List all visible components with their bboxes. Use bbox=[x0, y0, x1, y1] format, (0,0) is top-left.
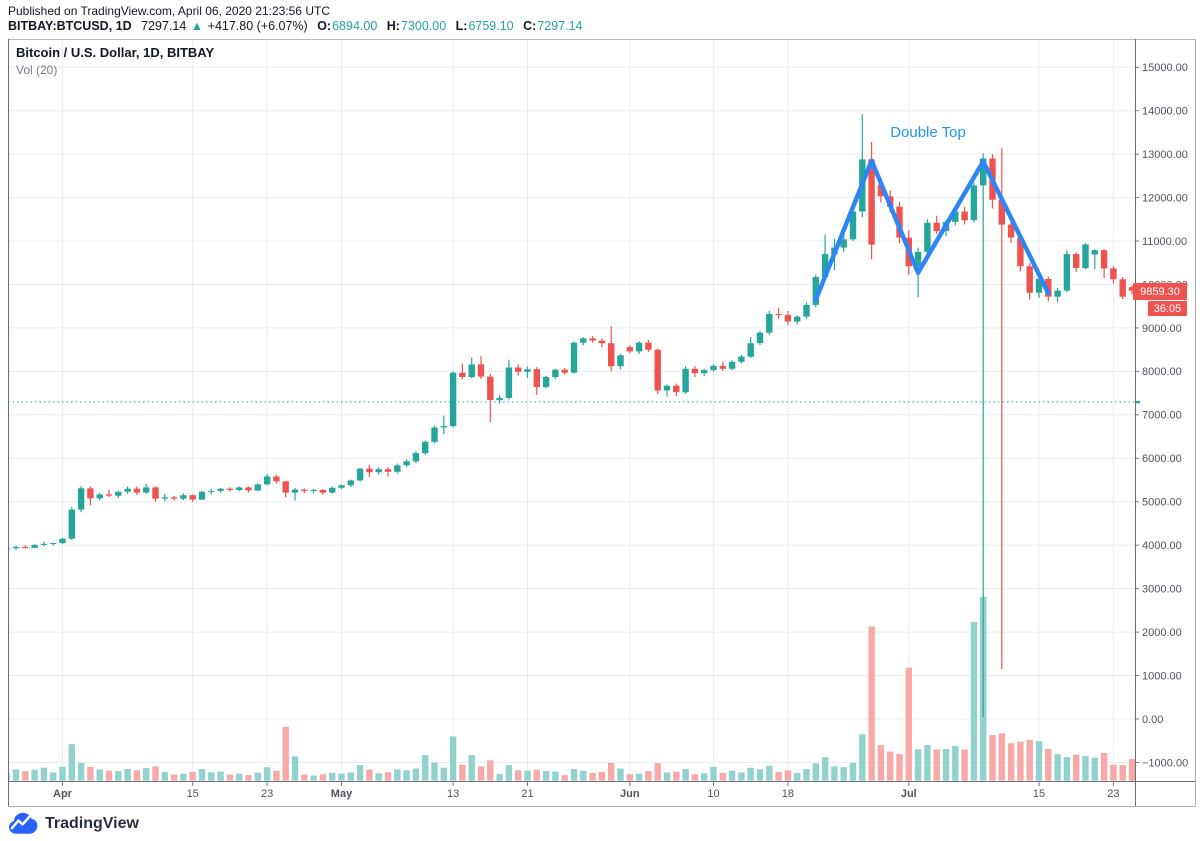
up-arrow-icon: ▲ bbox=[190, 19, 204, 33]
svg-text:10: 10 bbox=[707, 788, 719, 800]
last-price-badge: 9859.30 bbox=[1133, 283, 1187, 300]
svg-text:May: May bbox=[331, 788, 353, 800]
svg-text:21: 21 bbox=[521, 788, 533, 800]
svg-text:−1000.00: −1000.00 bbox=[1142, 757, 1188, 769]
chart-frame bbox=[8, 39, 1196, 807]
svg-text:12000.00: 12000.00 bbox=[1142, 192, 1188, 204]
chart-legend-title: Bitcoin / U.S. Dollar, 1D, BITBAY bbox=[16, 45, 215, 60]
tradingview-logo-text: TradingView bbox=[45, 814, 139, 832]
svg-text:23: 23 bbox=[1107, 788, 1119, 800]
svg-text:15: 15 bbox=[187, 788, 199, 800]
svg-text:0.00: 0.00 bbox=[1142, 714, 1163, 726]
low-label: L: bbox=[455, 19, 468, 33]
svg-text:8000.00: 8000.00 bbox=[1142, 366, 1182, 378]
close-value: 7297.14 bbox=[537, 19, 583, 33]
candles bbox=[8, 114, 1135, 717]
svg-text:13000.00: 13000.00 bbox=[1142, 149, 1188, 161]
svg-text:4000.00: 4000.00 bbox=[1142, 540, 1182, 552]
svg-text:14000.00: 14000.00 bbox=[1142, 106, 1188, 118]
candle-countdown-badge: 36:05 bbox=[1148, 301, 1187, 316]
price-scale[interactable] bbox=[1135, 39, 1196, 781]
svg-text:2000.00: 2000.00 bbox=[1142, 627, 1182, 639]
double-top-annotation[interactable]: Double Top bbox=[890, 124, 966, 141]
svg-text:Jun: Jun bbox=[620, 788, 640, 800]
symbol-ohlc-line: BITBAY:BTCUSD, 1D 7297.14 ▲ +417.80 (+6.… bbox=[8, 19, 583, 33]
price-chart-pane[interactable]: 15000.00 14000.00 13000.00 12000.00 11000.00… bbox=[8, 39, 1196, 807]
volume-indicator-label: Vol (20) bbox=[16, 63, 58, 78]
svg-text:3000.00: 3000.00 bbox=[1142, 583, 1182, 595]
chart-widget: 15000.00 14000.00 13000.00 12000.00 11000.00… bbox=[8, 39, 1196, 807]
last-price: 7297.14 bbox=[141, 19, 187, 33]
svg-text:11000.00: 11000.00 bbox=[1142, 236, 1187, 248]
svg-text:13: 13 bbox=[447, 788, 459, 800]
svg-text:Jul: Jul bbox=[901, 788, 917, 800]
symbol-name: BITBAY:BTCUSD, 1D bbox=[8, 19, 132, 33]
time-scale[interactable] bbox=[8, 781, 1196, 807]
high-label: H: bbox=[386, 19, 400, 33]
change-text: +417.80 (+6.07%) bbox=[207, 19, 308, 33]
svg-text:5000.00: 5000.00 bbox=[1142, 497, 1182, 509]
double-top-pattern-line bbox=[813, 158, 1051, 302]
low-value: 6759.10 bbox=[468, 19, 514, 33]
high-value: 7300.00 bbox=[400, 19, 447, 33]
svg-text:23: 23 bbox=[261, 788, 273, 800]
svg-text:15: 15 bbox=[1033, 788, 1045, 800]
svg-text:6000.00: 6000.00 bbox=[1142, 453, 1182, 465]
svg-text:1000.00: 1000.00 bbox=[1142, 670, 1182, 682]
svg-text:Apr: Apr bbox=[53, 788, 73, 800]
svg-text:9000.00: 9000.00 bbox=[1142, 323, 1182, 335]
volume-bars bbox=[8, 596, 1135, 781]
open-value: 6894.00 bbox=[332, 19, 378, 33]
chart-legend: Bitcoin / U.S. Dollar, 1D, BITBAY Vol (2… bbox=[16, 45, 214, 78]
tradingview-logo-icon bbox=[8, 812, 38, 835]
open-label: O: bbox=[317, 19, 332, 33]
svg-text:18: 18 bbox=[782, 788, 794, 800]
svg-text:7000.00: 7000.00 bbox=[1142, 410, 1182, 422]
published-line: Published on TradingView.com, April 06, … bbox=[8, 4, 330, 18]
close-label: C: bbox=[523, 19, 537, 33]
current-price-axis-tick bbox=[1135, 400, 1140, 404]
svg-text:15000.00: 15000.00 bbox=[1142, 62, 1188, 74]
tradingview-logo[interactable]: TradingView bbox=[8, 812, 139, 835]
